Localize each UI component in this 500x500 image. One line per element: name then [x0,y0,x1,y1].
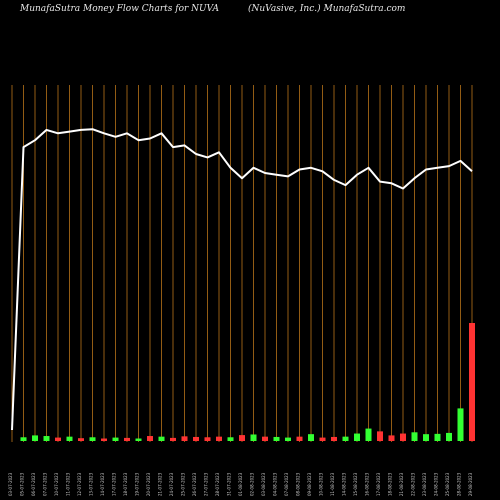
volume-bar [250,434,257,441]
volume-bar [66,436,73,441]
volume-bar [319,437,326,441]
volume-bar [331,436,337,441]
volume-bar [112,437,119,441]
volume-bar [446,432,452,441]
x-tick-label: 17-08-2023 [376,472,381,496]
volume-bar [204,437,211,441]
x-tick-label: 23-08-2023 [422,472,427,496]
x-tick-label: 26-07-2023 [192,472,197,496]
x-tick-label: 27-07-2023 [204,472,209,496]
volume-bar [147,436,153,441]
x-tick-label: 04-08-2023 [273,472,278,496]
x-tick-label: 24-07-2023 [169,472,174,496]
volume-bar [342,436,349,441]
x-tick-label: 01-08-2023 [238,472,243,496]
volume-bar [285,437,291,441]
volume-bar [273,436,280,441]
x-tick-label: 18-07-2023 [123,472,128,496]
x-tick-label: 29-08-2023 [468,472,473,496]
volume-bar [434,433,441,441]
x-tick-label: 03-07-2023 [8,472,13,496]
x-tick-label: 31-07-2023 [227,472,232,496]
x-tick-label: 17-07-2023 [112,472,117,496]
x-tick-label: 25-08-2023 [445,472,450,496]
x-tick-label: 21-07-2023 [158,472,163,496]
x-tick-label: 07-07-2023 [43,472,48,496]
x-tick-label: 07-08-2023 [284,472,289,496]
volume-bar [411,432,418,441]
volume-bar [43,436,50,441]
volume-bar [469,323,475,441]
volume-bar [377,431,383,441]
volume-bar [124,437,130,441]
x-tick-label: 03-08-2023 [261,472,266,496]
x-tick-label: 28-08-2023 [457,472,462,496]
x-tick-label: 09-08-2023 [307,472,312,496]
volume-bar [400,433,406,441]
volume-bar [181,436,188,441]
volume-bar [423,434,429,441]
x-tick-label: 11-07-2023 [66,472,71,496]
x-tick-label: 16-08-2023 [365,472,370,496]
x-tick-label: 10-08-2023 [319,472,324,496]
volume-bar [457,408,464,441]
volume-bar [89,437,96,441]
x-tick-label: 21-08-2023 [399,472,404,496]
x-tick-label: 08-08-2023 [296,472,301,496]
volume-bar [296,436,303,441]
volume-bar [388,435,395,441]
x-tick-label: 24-08-2023 [434,472,439,496]
x-tick-label: 18-08-2023 [388,472,393,496]
volume-bar [193,436,199,441]
x-tick-label: 20-07-2023 [146,472,151,496]
volume-bar [158,436,165,441]
x-tick-label: 12-07-2023 [77,472,82,496]
chart-subtitle: (NuVasive, Inc.) MunafaSutra.com [248,4,406,14]
chart-title: MunafaSutra Money Flow Charts for NUVA [20,4,219,14]
x-tick-label: 14-08-2023 [342,472,347,496]
x-tick-label: 28-07-2023 [215,472,220,496]
x-tick-label: 11-08-2023 [330,472,335,496]
volume-bar [78,438,84,441]
money-flow-line [11,128,473,431]
volume-bar [354,433,360,441]
x-tick-label: 13-07-2023 [89,472,94,496]
volume-bar [262,436,268,441]
x-tick-label: 14-07-2023 [100,472,105,496]
volume-bar [101,438,107,441]
x-tick-label: 22-08-2023 [411,472,416,496]
volume-bar [55,437,61,441]
volume-bar [32,435,38,441]
volume-bar [170,437,176,441]
x-tick-label: 06-07-2023 [31,472,36,496]
x-tick-label: 10-07-2023 [54,472,59,496]
x-tick-label: 15-08-2023 [353,472,358,496]
volume-bar [308,434,314,441]
volume-bar [216,436,222,441]
volume-bar [227,437,234,441]
volume-bar [239,435,245,441]
x-tick-label: 19-07-2023 [135,472,140,496]
volume-bar [20,437,27,441]
volume-bar [365,428,372,441]
x-tick-label: 02-08-2023 [250,472,255,496]
volume-bar [135,438,142,441]
x-tick-label: 05-07-2023 [20,472,25,496]
x-tick-label: 25-07-2023 [181,472,186,496]
